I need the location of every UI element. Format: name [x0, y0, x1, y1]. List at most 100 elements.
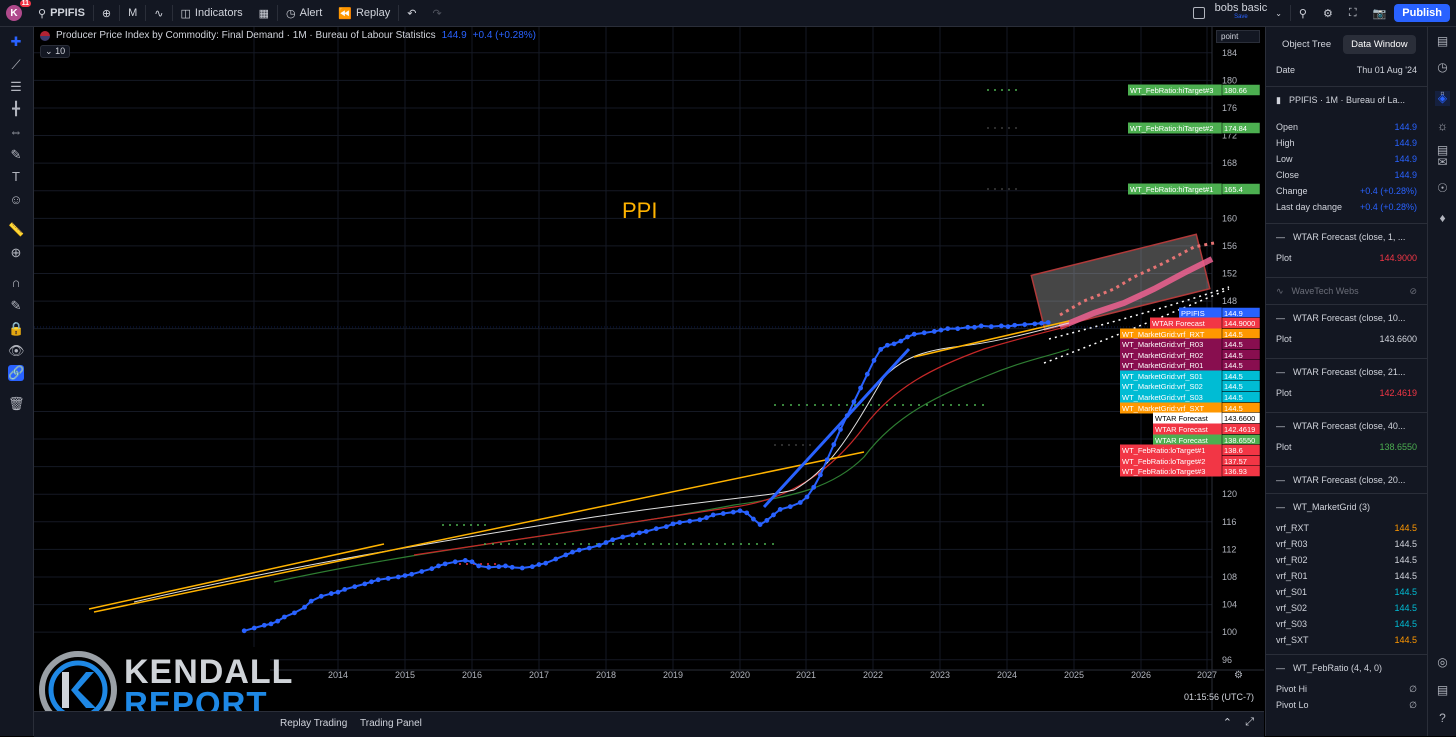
publish-button[interactable]: Publish — [1394, 4, 1450, 22]
gear-icon: ⚙ — [1322, 7, 1333, 20]
indicator-section-header[interactable]: — WTAR Forecast (close, 21... — [1266, 358, 1427, 385]
prediction-icon[interactable]: ⇔ — [9, 124, 23, 139]
trend-line-icon[interactable]: ⟋ — [11, 57, 21, 72]
price-axis-tag[interactable]: WT_FebRatio:loTarget#1 138.6 — [1120, 444, 1261, 456]
zoom-in-icon[interactable]: ⊕ — [10, 245, 22, 260]
calendar-bottom-icon[interactable]: ▤ — [1436, 683, 1449, 697]
eye-hidden-icon[interactable]: ⊘ — [1409, 286, 1417, 296]
price-axis-tag[interactable]: WT_MarketGrid:vrf_R01 144.5 — [1120, 359, 1261, 371]
ppi-data-point — [858, 385, 863, 391]
trend-line-orange-long[interactable] — [93, 451, 865, 613]
link-icon[interactable]: 🔗 — [8, 365, 25, 381]
layout-menu[interactable]: bobs basic Save ⌄ — [1185, 0, 1290, 26]
tab-object-tree[interactable]: Object Tree — [1282, 39, 1332, 50]
trend-line-orange-short[interactable] — [88, 543, 385, 610]
trend-arrow-blue[interactable] — [762, 347, 911, 509]
price-axis-tag[interactable]: WT_MarketGrid:vrf_RXT 144.5 — [1120, 328, 1261, 340]
chat-icon[interactable]: ✉ — [1437, 155, 1448, 169]
price-axis-tag[interactable]: WT_FebRatio:loTarget#3 136.93 — [1120, 465, 1261, 477]
price-axis-tag[interactable]: WT_FebRatio:hiTarget#3 180.66 — [1128, 84, 1261, 96]
snapshot-button[interactable]: 📷 — [1365, 0, 1395, 26]
ruler-icon[interactable]: 📏 — [8, 222, 25, 237]
trend-line-orange-recent[interactable] — [913, 320, 1070, 358]
symbol-section-header[interactable]: ▮ PPIFIS · 1M · Bureau of La... — [1266, 86, 1427, 113]
legend-title[interactable]: Producer Price Index by Commodity: Final… — [56, 30, 436, 41]
layers-icon[interactable]: ◈ — [1435, 91, 1450, 106]
price-axis-tag[interactable]: WT_MarketGrid:vrf_S03 144.5 — [1120, 391, 1261, 403]
text-icon[interactable]: T — [12, 169, 20, 184]
ppi-data-point — [586, 545, 592, 551]
indicator-section-header[interactable]: — WTAR Forecast (close, 1, ... — [1266, 223, 1427, 250]
compare-button[interactable]: ⊕ — [94, 0, 119, 26]
trading-panel-tab[interactable]: Trading Panel — [360, 718, 422, 729]
price-axis-tag[interactable]: WT_FebRatio:hiTarget#1 165.4 — [1128, 183, 1261, 195]
watchlist-icon[interactable]: ▤ — [1436, 34, 1449, 48]
bell-icon[interactable]: ♦ — [1439, 211, 1446, 225]
market-grid-row-value: 144.5 — [1394, 603, 1417, 613]
price-axis-tag[interactable]: WT_MarketGrid:vrf_R03 144.5 — [1120, 338, 1261, 350]
chevron-up-icon[interactable]: ⌃ — [1222, 717, 1232, 729]
data-window-icon[interactable]: ▫ — [1440, 86, 1445, 100]
price-axis-tag[interactable]: WTAR Forecast 143.6600 — [1153, 412, 1261, 424]
ohlc-row-value: +0.4 (+0.28%) — [1359, 186, 1417, 196]
broadcast-icon[interactable]: ☉ — [1437, 181, 1448, 195]
indicators-collapse-button[interactable]: ⌄ 10 — [40, 45, 71, 58]
crosshair-icon[interactable]: ✚ — [10, 34, 22, 49]
maximize-icon[interactable]: ⤢ — [1245, 716, 1254, 728]
indicator-section-header[interactable]: — WTAR Forecast (close, 40... — [1266, 412, 1427, 439]
user-avatar[interactable]: K 11 — [6, 0, 31, 21]
chart-pane[interactable]: 9610010410811211612012412813213614014414… — [34, 27, 1264, 737]
undo-button[interactable]: ↶ — [399, 0, 424, 26]
axis-settings-icon[interactable]: ⚙ — [1234, 670, 1243, 681]
interval-button[interactable]: M — [128, 7, 138, 19]
symbol-search-button[interactable]: ⚲ PPIFIS — [30, 0, 93, 26]
market-grid-header[interactable]: — WT_MarketGrid (3) — [1266, 493, 1427, 520]
price-axis-tag[interactable]: WT_FebRatio:hiTarget#2 174.84 — [1128, 122, 1261, 134]
pattern-icon[interactable]: ╋ — [12, 101, 20, 116]
ppi-annotation[interactable]: PPI — [622, 198, 657, 223]
price-axis-tag[interactable]: WT_MarketGrid:vrf_S02 144.5 — [1120, 380, 1261, 392]
price-axis-tag[interactable]: WT_MarketGrid:vrf_R02 144.5 — [1120, 349, 1261, 361]
ppi-data-point — [1005, 324, 1011, 330]
redo-button[interactable]: ↷ — [424, 0, 449, 26]
ideas-bulb-icon[interactable]: ☼ — [1437, 119, 1448, 133]
indicator-section-header[interactable]: ∿ WaveTech Webs ⊘ — [1266, 277, 1427, 304]
quick-search-button[interactable]: ⚲ — [1291, 0, 1315, 26]
ppi-data-point — [653, 526, 659, 532]
price-axis-tag[interactable]: WTAR Forecast 142.4619 — [1153, 423, 1261, 435]
fib-retracement-icon[interactable]: ☰ — [10, 79, 22, 94]
chart-type-button[interactable]: ∿ — [146, 0, 171, 26]
indicator-section-header[interactable]: — WTAR Forecast (close, 10... — [1266, 304, 1427, 331]
price-chart[interactable]: 9610010410811211612012412813213614014414… — [34, 27, 1264, 710]
fullscreen-button[interactable]: ⛶ — [1341, 0, 1365, 26]
price-axis-tag[interactable]: WT_FebRatio:loTarget#2 137.57 — [1120, 455, 1261, 467]
price-axis-tag[interactable]: WTAR Forecast 138.6550 — [1153, 434, 1261, 446]
help-icon[interactable]: ? — [1439, 711, 1446, 725]
trash-icon[interactable]: 🗑 — [8, 396, 25, 411]
emoji-icon[interactable]: ☺ — [9, 192, 23, 207]
lock-drawing-icon[interactable]: ✎ — [10, 298, 22, 313]
x-tick-label: 2022 — [863, 670, 883, 680]
scale-mode-select[interactable]: point — [1216, 30, 1260, 43]
settings-button[interactable]: ⚙ — [1315, 0, 1341, 26]
feb-ratio-header[interactable]: — WT_FebRatio (4, 4, 0) — [1266, 654, 1427, 681]
price-axis-tag[interactable]: WTAR Forecast 144.9000 — [1150, 317, 1261, 329]
price-axis-tag[interactable]: WT_MarketGrid:vrf_SXT 144.5 — [1120, 402, 1261, 414]
tab-data-window[interactable]: Data Window — [1343, 35, 1416, 54]
replay-trading-tab[interactable]: Replay Trading — [280, 718, 348, 729]
lock-icon[interactable]: 🔒 — [8, 321, 25, 336]
magnet-icon[interactable]: ∩ — [11, 275, 21, 290]
alerts-clock-icon[interactable]: ◷ — [1437, 60, 1448, 74]
target-icon[interactable]: ◎ — [1437, 655, 1448, 669]
brush-icon[interactable]: ✎ — [10, 147, 22, 162]
price-axis-tag[interactable]: PPIFIS 144.9 — [1179, 307, 1261, 319]
calendar-icon[interactable]: ▤ — [1436, 143, 1449, 157]
templates-button[interactable]: ▦ — [251, 0, 277, 26]
price-axis-tag[interactable]: WT_MarketGrid:vrf_S01 144.5 — [1120, 370, 1261, 382]
indicator-section-header[interactable]: — WTAR Forecast (close, 20... — [1266, 466, 1427, 493]
indicators-button[interactable]: ◫ Indicators — [180, 7, 243, 20]
replay-button[interactable]: ⏪ Replay — [338, 7, 391, 20]
eye-icon[interactable]: 👁 — [8, 343, 25, 358]
legend-change: +0.4 (+0.28%) — [472, 30, 537, 41]
alert-button[interactable]: ◷ Alert — [286, 7, 323, 20]
